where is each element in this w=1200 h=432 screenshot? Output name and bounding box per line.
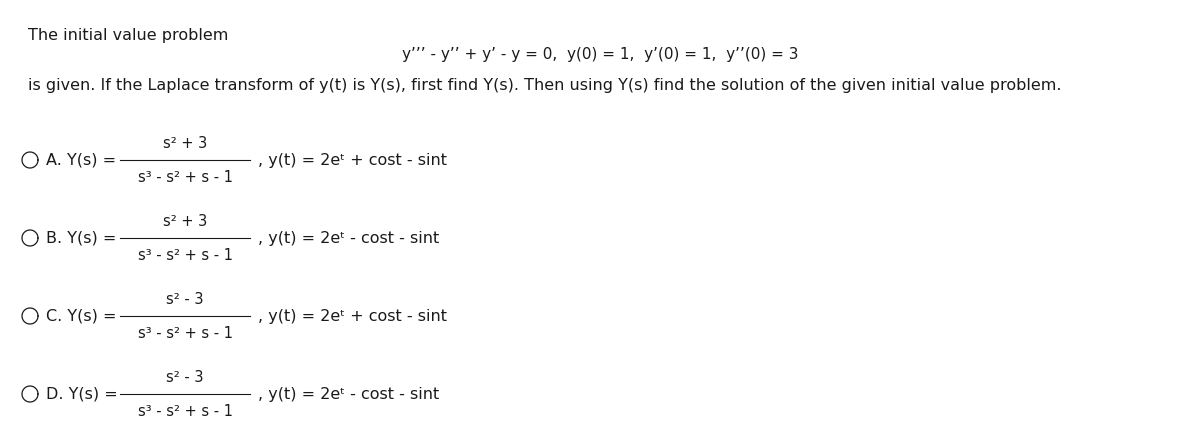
Text: s³ - s² + s - 1: s³ - s² + s - 1: [138, 248, 233, 264]
Text: B. Y(s) =: B. Y(s) =: [46, 231, 116, 245]
Text: D. Y(s) =: D. Y(s) =: [46, 387, 118, 401]
Text: s³ - s² + s - 1: s³ - s² + s - 1: [138, 171, 233, 185]
Text: , y(t) = 2eᵗ - cost - sint: , y(t) = 2eᵗ - cost - sint: [258, 231, 439, 245]
Text: is given. If the Laplace transform of y(t) is Y(s), first find Y(s). Then using : is given. If the Laplace transform of y(…: [28, 78, 1062, 93]
Text: , y(t) = 2eᵗ - cost - sint: , y(t) = 2eᵗ - cost - sint: [258, 387, 439, 401]
Text: y’’’ - y’’ + y’ - y = 0,  y(0) = 1,  y’(0) = 1,  y’’(0) = 3: y’’’ - y’’ + y’ - y = 0, y(0) = 1, y’(0)…: [402, 48, 798, 63]
Text: s³ - s² + s - 1: s³ - s² + s - 1: [138, 327, 233, 342]
Text: s² + 3: s² + 3: [163, 213, 208, 229]
Text: C. Y(s) =: C. Y(s) =: [46, 308, 116, 324]
Text: A. Y(s) =: A. Y(s) =: [46, 152, 116, 168]
Text: s² - 3: s² - 3: [167, 369, 204, 384]
Text: s² - 3: s² - 3: [167, 292, 204, 306]
Text: , y(t) = 2eᵗ + cost - sint: , y(t) = 2eᵗ + cost - sint: [258, 152, 446, 168]
Text: The initial value problem: The initial value problem: [28, 28, 228, 43]
Text: s² + 3: s² + 3: [163, 136, 208, 150]
Text: s³ - s² + s - 1: s³ - s² + s - 1: [138, 404, 233, 419]
Text: , y(t) = 2eᵗ + cost - sint: , y(t) = 2eᵗ + cost - sint: [258, 308, 446, 324]
